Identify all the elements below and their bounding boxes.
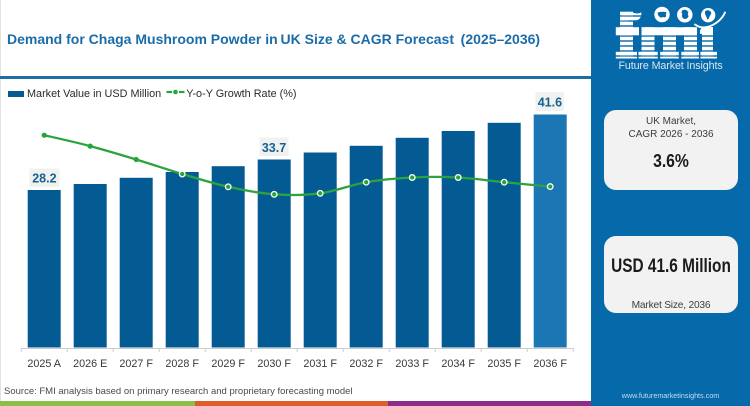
svg-text:2029 F: 2029 F (211, 358, 245, 370)
svg-text:41.6: 41.6 (538, 96, 562, 110)
svg-text:2035 F: 2035 F (487, 358, 521, 370)
svg-text:28.2: 28.2 (32, 172, 56, 186)
svg-text:2026 E: 2026 E (73, 358, 107, 370)
svg-text:2030 F: 2030 F (257, 358, 291, 370)
svg-text:33.7: 33.7 (262, 141, 286, 155)
svg-text:2027 F: 2027 F (119, 358, 153, 370)
svg-text:2025 A: 2025 A (27, 358, 61, 370)
svg-text:2031 F: 2031 F (303, 358, 337, 370)
svg-text:2028 F: 2028 F (165, 358, 199, 370)
svg-text:2036 F: 2036 F (533, 358, 567, 370)
svg-text:2033 F: 2033 F (395, 358, 429, 370)
svg-text:2032 F: 2032 F (349, 358, 383, 370)
svg-text:2034 F: 2034 F (441, 358, 475, 370)
